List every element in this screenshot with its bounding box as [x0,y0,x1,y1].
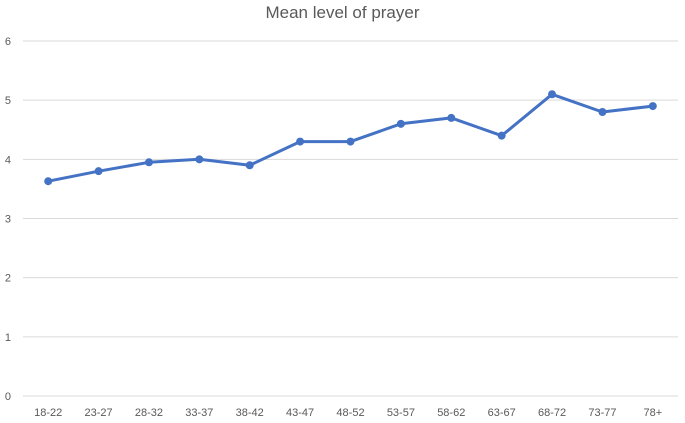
data-point [94,167,103,176]
y-tick-label: 2 [5,273,11,285]
data-point [648,102,657,111]
x-tick-label: 33-37 [185,407,213,419]
y-tick-label: 3 [5,214,11,226]
x-tick-label: 78+ [643,407,662,419]
series-layer [44,90,657,186]
x-tick-label: 63-67 [488,407,516,419]
y-tick-label: 1 [5,332,11,344]
data-point [296,137,305,146]
x-tick-label: 28-32 [135,407,163,419]
data-point [598,108,607,116]
data-point [44,177,53,186]
x-tick-label: 23-27 [85,407,113,419]
data-point [497,131,506,140]
data-point [195,155,204,164]
chart-title: Mean level of prayer [265,3,420,22]
data-point [245,161,254,170]
x-tick-label: 38-42 [236,407,264,419]
y-tick-label: 0 [5,391,11,403]
y-tick-label: 4 [5,154,11,166]
y-tick-label: 6 [5,36,11,48]
x-tick-label: 18-22 [34,407,62,419]
gridlines [23,40,678,397]
x-tick-label: 73-77 [588,407,616,419]
y-axis-tick-labels: 0 1 2 3 4 5 6 [5,36,11,403]
x-tick-label: 43-47 [286,407,314,419]
x-tick-label: 53-57 [387,407,415,419]
x-tick-label: 48-52 [336,407,364,419]
data-point [548,90,557,99]
y-tick-label: 5 [5,95,11,107]
x-tick-label: 58-62 [437,407,465,419]
x-axis-tick-labels: 18-22 23-27 28-32 33-37 38-42 43-47 48-52 53-57… [34,407,662,419]
data-point [396,119,405,128]
data-point [346,137,355,146]
data-point [144,158,153,167]
data-point [447,113,456,122]
x-tick-label: 68-72 [538,407,566,419]
